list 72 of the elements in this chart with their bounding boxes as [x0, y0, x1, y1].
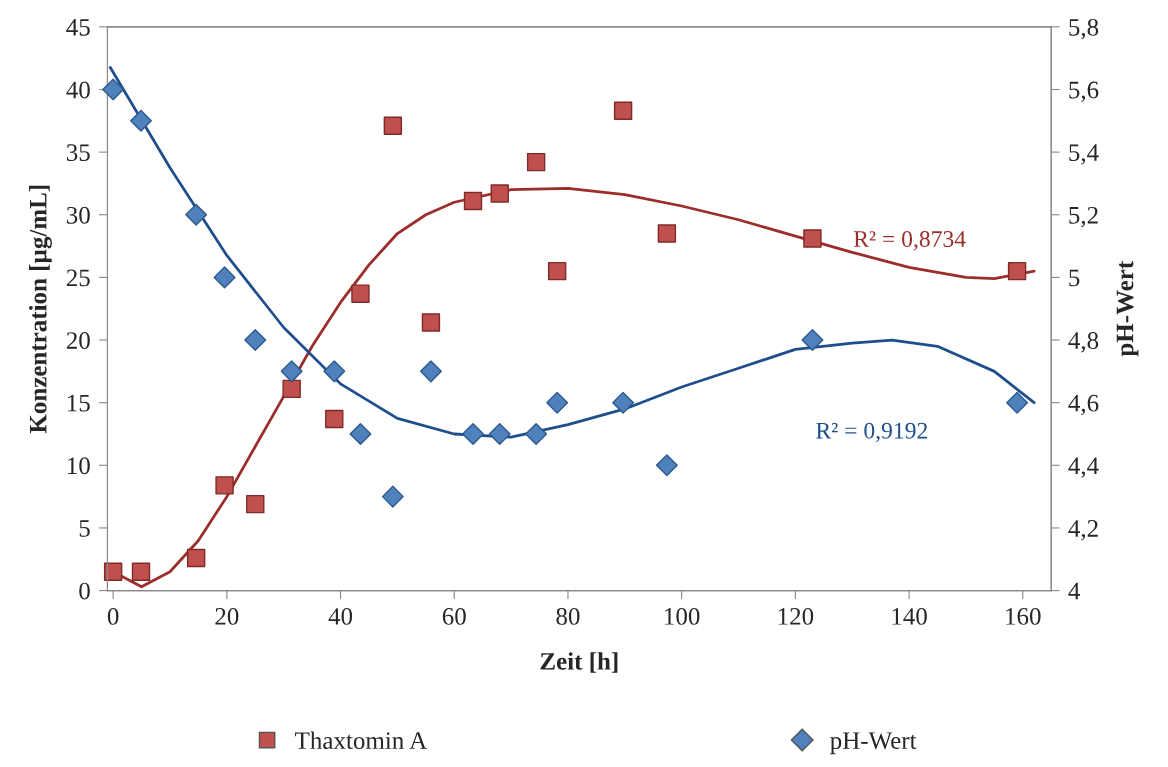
point — [801, 329, 824, 352]
x-tick-label: 0 — [107, 607, 119, 625]
point — [351, 284, 370, 303]
x-tick-label: 100 — [665, 607, 700, 625]
point — [185, 203, 208, 226]
y-tick-label: 25 — [66, 269, 90, 287]
y-tick-label: 20 — [66, 332, 90, 349]
point — [215, 476, 234, 495]
annotation: R² = 0,8734 — [853, 231, 966, 251]
point — [1006, 391, 1029, 414]
point — [612, 391, 635, 414]
y2-tick-label: 4 — [1068, 582, 1080, 600]
point — [613, 101, 633, 120]
point — [244, 329, 267, 352]
point — [803, 229, 822, 248]
x-tick-label: 60 — [442, 607, 466, 625]
x-tick-label: 140 — [892, 607, 927, 625]
point — [130, 109, 152, 132]
point — [282, 379, 301, 399]
legend-label: pH-Wert — [830, 732, 917, 755]
point — [280, 360, 303, 383]
y2-tick-label: 4,2 — [1068, 520, 1098, 541]
point — [526, 152, 546, 172]
y2-axis-title: pH-Wert — [1116, 260, 1139, 357]
y2-tick-label: 4,6 — [1068, 394, 1099, 416]
annotation: R² = 0,9192 — [816, 422, 928, 443]
x-tick-label: 160 — [1006, 607, 1041, 625]
x-tick-label: 80 — [556, 607, 580, 625]
point — [421, 313, 441, 332]
x-axis-title: Zeit [h] — [540, 652, 618, 673]
point — [419, 360, 442, 383]
point — [488, 422, 511, 445]
y-tick-label: 15 — [67, 394, 90, 412]
point — [655, 454, 678, 477]
y2-tick-label: 5,2 — [1069, 206, 1098, 228]
point — [657, 224, 677, 243]
point — [349, 422, 372, 445]
y2-tick-label: 4,4 — [1068, 457, 1099, 478]
point — [103, 562, 123, 581]
x-tick-label: 20 — [215, 607, 239, 625]
y2-tick-label: 5,6 — [1069, 81, 1099, 102]
y2-tick-label: 5 — [1069, 269, 1080, 287]
point — [325, 409, 344, 429]
x-tick-label: 40 — [328, 607, 353, 625]
point — [381, 485, 404, 508]
point — [1007, 261, 1027, 281]
y-tick-label: 40 — [66, 81, 90, 99]
y-tick-label: 5 — [79, 520, 90, 537]
point — [246, 494, 265, 514]
point — [490, 184, 509, 203]
point — [213, 266, 236, 289]
point — [186, 548, 206, 568]
y-tick-label: 30 — [66, 206, 90, 224]
point — [525, 422, 548, 445]
point — [131, 562, 151, 581]
point — [383, 116, 403, 136]
y-axis-title: Konzentration [µg/mL] — [29, 185, 52, 434]
point — [102, 78, 125, 101]
point — [463, 191, 483, 211]
y2-tick-label: 4,8 — [1068, 332, 1099, 353]
y2-tick-label: 5,4 — [1069, 144, 1099, 165]
point — [547, 261, 567, 281]
y2-tick-label: 5,8 — [1069, 18, 1099, 40]
y-tick-label: 45 — [66, 19, 90, 36]
point — [323, 360, 346, 383]
y-tick-label: 10 — [67, 457, 90, 475]
point — [546, 391, 569, 414]
legend-label: Thaxtomin A — [295, 731, 428, 750]
point — [462, 422, 485, 445]
y-tick-label: 0 — [79, 582, 90, 600]
x-tick-label: 120 — [778, 607, 814, 625]
y-tick-label: 35 — [66, 144, 90, 162]
